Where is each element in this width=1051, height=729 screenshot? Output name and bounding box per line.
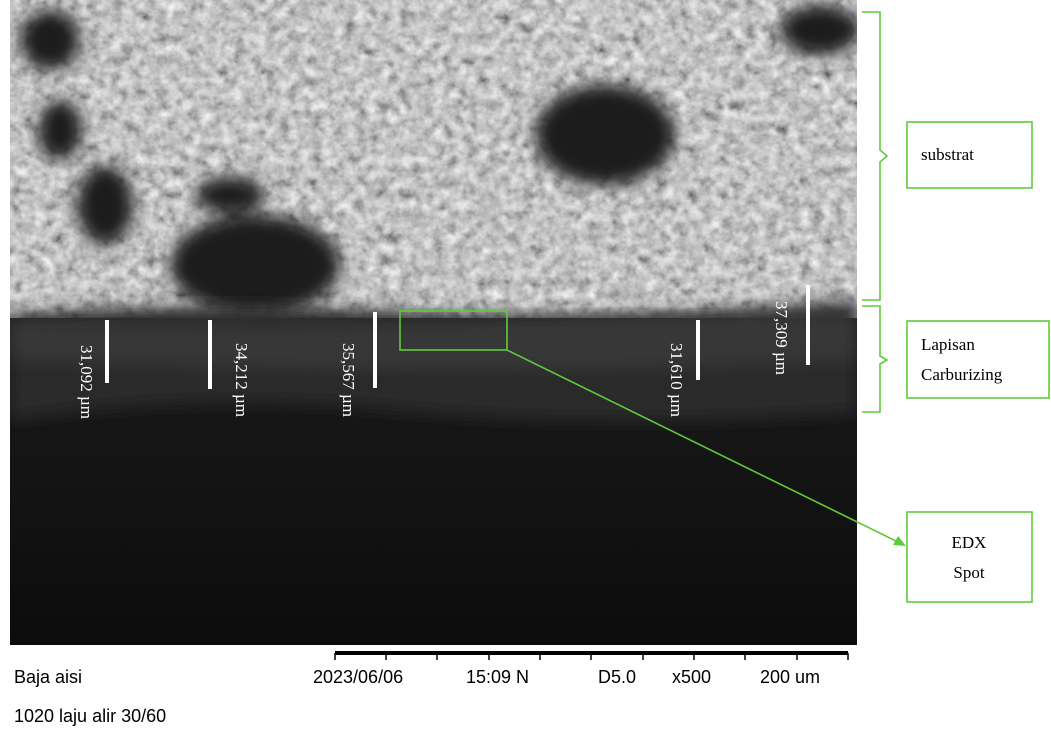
- substrate-label: substrat: [921, 145, 974, 164]
- figure: 31,092 µm 34,212 µm 35,567 µm 31,610 µm …: [0, 0, 1051, 729]
- carburizing-label: Carburizing: [921, 365, 1003, 384]
- measurement-label: 31,610 µm: [667, 343, 686, 417]
- edx-label: EDX: [952, 533, 987, 552]
- date: 2023/06/06: [313, 667, 403, 687]
- carburizing-label: Lapisan: [921, 335, 975, 354]
- magnification: x500: [672, 667, 711, 687]
- scale-label: 200 um: [760, 667, 820, 687]
- detector: D5.0: [598, 667, 636, 687]
- edx-label: Spot: [953, 563, 984, 582]
- sample-label: 1020 laju alir 30/60: [14, 706, 166, 726]
- measurement-label: 35,567 µm: [339, 343, 358, 417]
- time: 15:09 N: [466, 667, 529, 687]
- scale-bar: [335, 653, 848, 660]
- page: 31,092 µm 34,212 µm 35,567 µm 31,610 µm …: [0, 0, 1051, 729]
- measurement-label: 37,309 µm: [772, 301, 791, 375]
- sample-label: Baja aisi: [14, 667, 82, 687]
- sem-image: [10, 0, 860, 645]
- measurement-label: 31,092 µm: [77, 345, 96, 419]
- measurement-label: 34,212 µm: [232, 343, 251, 417]
